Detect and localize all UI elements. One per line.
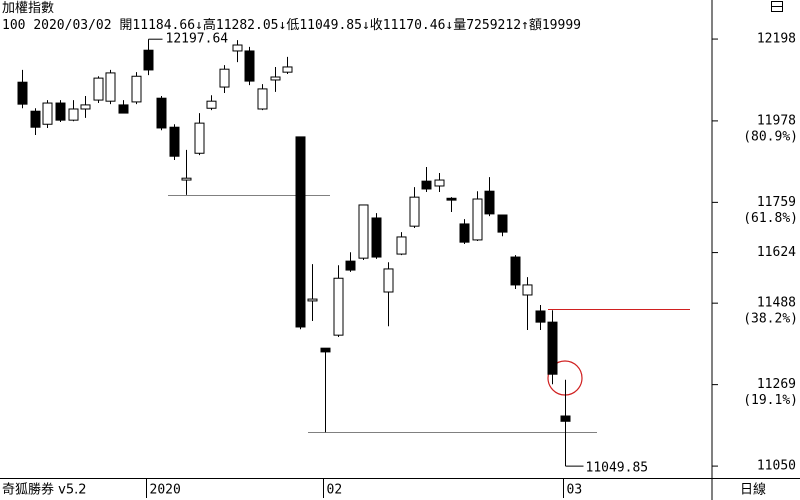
candle-body (143, 49, 154, 71)
candle-body (396, 236, 407, 255)
candle-body (194, 122, 205, 154)
candle-body (434, 179, 445, 187)
quote-item: 量7259212 (453, 18, 522, 33)
candle-body (93, 77, 104, 101)
candle-body (232, 44, 243, 52)
quote-item: 開11184.66 (119, 18, 196, 33)
quote-item: 額19999 (528, 18, 581, 33)
candle-body (118, 104, 129, 114)
y-tick-label: 11488 (757, 296, 796, 311)
y-tick-label: 11269 (757, 377, 796, 392)
y-tick-label: 12198 (757, 32, 796, 47)
quote-item: 低11049.85 (286, 18, 362, 33)
quote-arrow: ↓ (361, 18, 370, 33)
quote-header: 100 2020/03/02 開11184.66↓高11282.05↓低1104… (2, 18, 710, 34)
candle-body (547, 321, 558, 375)
date: 2020/03/02 (33, 18, 112, 33)
candle-body (307, 298, 318, 302)
candle-body (522, 284, 533, 296)
retracement-label: (80.9%) (743, 129, 798, 144)
software-label: 奇狐勝券 v5.2 (2, 482, 87, 498)
high-label: 12197.64 (166, 32, 229, 47)
candle-body (459, 223, 470, 243)
candle-body (345, 260, 356, 271)
candle-body (497, 214, 508, 233)
candle-body (42, 102, 53, 125)
candle-body (371, 217, 382, 258)
candle-body (409, 196, 420, 227)
candle-body (446, 197, 457, 201)
candle-body (270, 76, 281, 81)
retracement-label: (38.2%) (743, 312, 798, 327)
candle-body (383, 268, 394, 293)
candle-body (68, 108, 79, 121)
x-tick-label: 2020 (150, 483, 181, 498)
chart-title: 加權指數 (2, 1, 55, 16)
candle-body (535, 310, 546, 323)
y-tick-label: 11050 (757, 459, 796, 474)
retracement-label: (19.1%) (743, 393, 798, 408)
candle-body (156, 97, 167, 129)
y-tick-label: 11978 (757, 113, 796, 128)
candle-body (295, 136, 306, 328)
candle-body (244, 50, 255, 82)
retracement-label: (61.8%) (743, 211, 798, 226)
candle-body (55, 102, 66, 121)
period: 100 (2, 18, 26, 33)
quote-item: 收11170.46 (369, 18, 446, 33)
candle-body (105, 72, 116, 102)
candle-body (181, 177, 192, 181)
candle-body (333, 277, 344, 336)
low-label: 11049.85 (586, 461, 649, 476)
quote-arrow: ↓ (278, 18, 287, 33)
candle-body (206, 100, 217, 109)
quote-item: 高11282.05 (202, 18, 279, 33)
candle-body (472, 198, 483, 241)
candle-body (219, 68, 230, 88)
candle-body (560, 415, 571, 422)
candle-body (421, 180, 432, 190)
candle-body (131, 75, 142, 103)
candle-body (80, 104, 91, 110)
y-tick-label: 11624 (757, 245, 796, 260)
quote-arrow: ↑ (521, 18, 529, 33)
candle-body (510, 256, 521, 286)
candle-body (320, 347, 331, 353)
candle-body (17, 81, 28, 105)
candle-body (169, 126, 180, 157)
window-icon (771, 1, 783, 12)
candle-body (257, 88, 268, 110)
x-tick-label: 02 (327, 483, 343, 498)
x-tick-label: 03 (567, 483, 583, 498)
quote-arrow: ↓ (445, 18, 454, 33)
candle-body (282, 66, 293, 73)
y-tick-label: 11759 (757, 195, 796, 210)
candle-body (30, 110, 41, 128)
quote-arrow: ↓ (195, 18, 203, 33)
candle-body (358, 204, 369, 259)
period-label: 日線 (740, 482, 766, 498)
candle-body (484, 190, 495, 215)
